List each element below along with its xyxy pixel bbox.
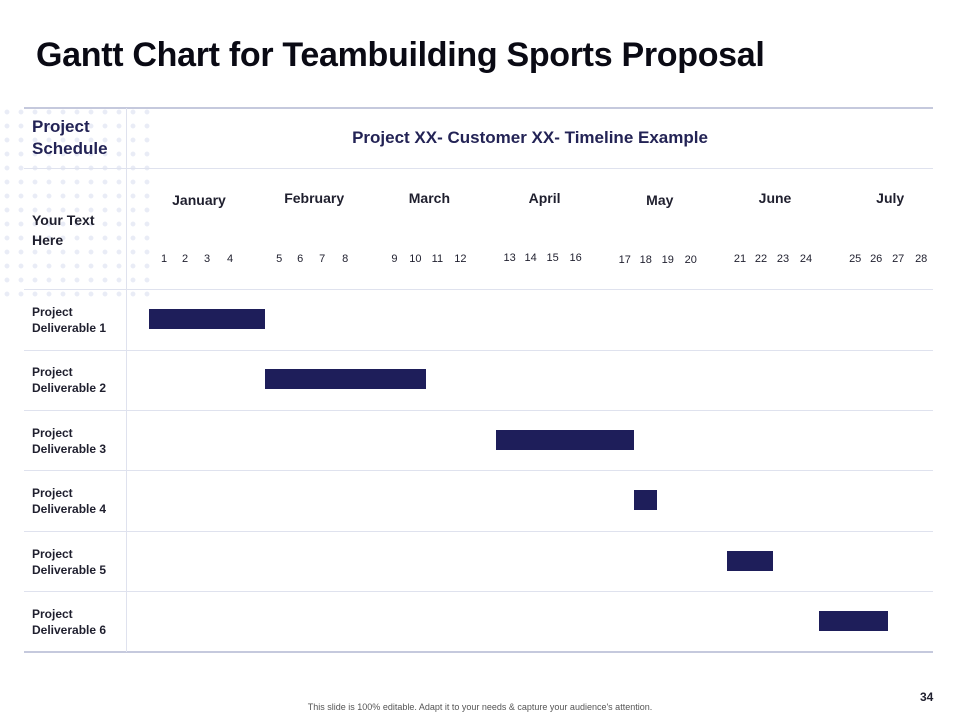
week-label: 24 <box>799 253 813 265</box>
month-label-march: March <box>408 190 450 206</box>
page-title: Gantt Chart for Teambuilding Sports Prop… <box>36 36 765 74</box>
week-label: 21 <box>733 253 747 265</box>
deliverable-label: Project Deliverable 1 <box>32 305 107 335</box>
month-label-july: July <box>876 190 905 206</box>
month-label-june: June <box>758 190 792 206</box>
month-label-april: April <box>528 190 561 206</box>
gantt-bar <box>149 309 265 329</box>
table-bottom-border <box>24 651 933 653</box>
gantt-bar <box>264 369 427 390</box>
month-label-may: May <box>646 192 674 208</box>
project-schedule-label: Project Schedule <box>32 117 108 158</box>
gantt-bar <box>726 550 773 571</box>
page-number: 34 <box>920 690 934 704</box>
month-label-february: February <box>284 190 345 206</box>
week-label: 16 <box>569 252 582 264</box>
header-divider <box>24 168 933 169</box>
week-label: 17 <box>618 254 631 266</box>
week-label: 7 <box>319 253 326 265</box>
week-label: 15 <box>546 252 559 264</box>
week-label: 13 <box>503 252 516 264</box>
week-label: 8 <box>342 253 349 265</box>
week-label: 11 <box>431 253 444 265</box>
row-divider <box>24 410 933 411</box>
month-label-january: January <box>172 192 226 208</box>
week-label: 12 <box>454 253 467 265</box>
gantt-bar <box>818 611 889 631</box>
week-label: 1 <box>160 253 168 265</box>
row-divider <box>24 350 933 351</box>
gantt-bar <box>634 490 658 511</box>
week-label: 26 <box>870 253 883 265</box>
week-label: 18 <box>639 254 652 266</box>
footer-note: This slide is 100% editable. Adapt it to… <box>307 702 653 712</box>
row-divider <box>24 289 933 290</box>
deliverable-label: Project Deliverable 5 <box>32 546 107 577</box>
week-label: 6 <box>297 253 304 265</box>
week-label: 3 <box>203 253 211 265</box>
row-divider <box>24 470 933 471</box>
week-label: 27 <box>892 253 905 265</box>
week-label: 28 <box>915 253 928 265</box>
decorative-dot-pattern <box>0 105 150 305</box>
gantt-bar <box>495 429 635 450</box>
week-label: 19 <box>661 254 674 266</box>
week-label: 10 <box>409 253 422 265</box>
deliverable-label: Project Deliverable 3 <box>32 425 107 456</box>
your-text-here-label: Your Text Here <box>32 212 95 248</box>
week-label: 25 <box>849 253 862 265</box>
week-label: 22 <box>754 253 768 265</box>
week-label: 14 <box>524 252 537 264</box>
row-divider <box>24 591 933 592</box>
timeline-title: Project XX- Customer XX- Timeline Exampl… <box>352 128 708 147</box>
table-top-border <box>24 107 933 109</box>
week-label: 5 <box>276 253 283 265</box>
week-label: 20 <box>684 254 697 266</box>
deliverable-label: Project Deliverable 6 <box>32 607 107 637</box>
week-label: 9 <box>391 253 398 265</box>
deliverable-label: Project Deliverable 4 <box>32 486 107 517</box>
label-column-divider <box>126 108 127 652</box>
week-label: 2 <box>181 253 189 265</box>
deliverable-label: Project Deliverable 2 <box>32 365 107 396</box>
week-label: 4 <box>226 253 234 265</box>
row-divider <box>24 531 933 532</box>
week-label: 23 <box>776 253 790 265</box>
